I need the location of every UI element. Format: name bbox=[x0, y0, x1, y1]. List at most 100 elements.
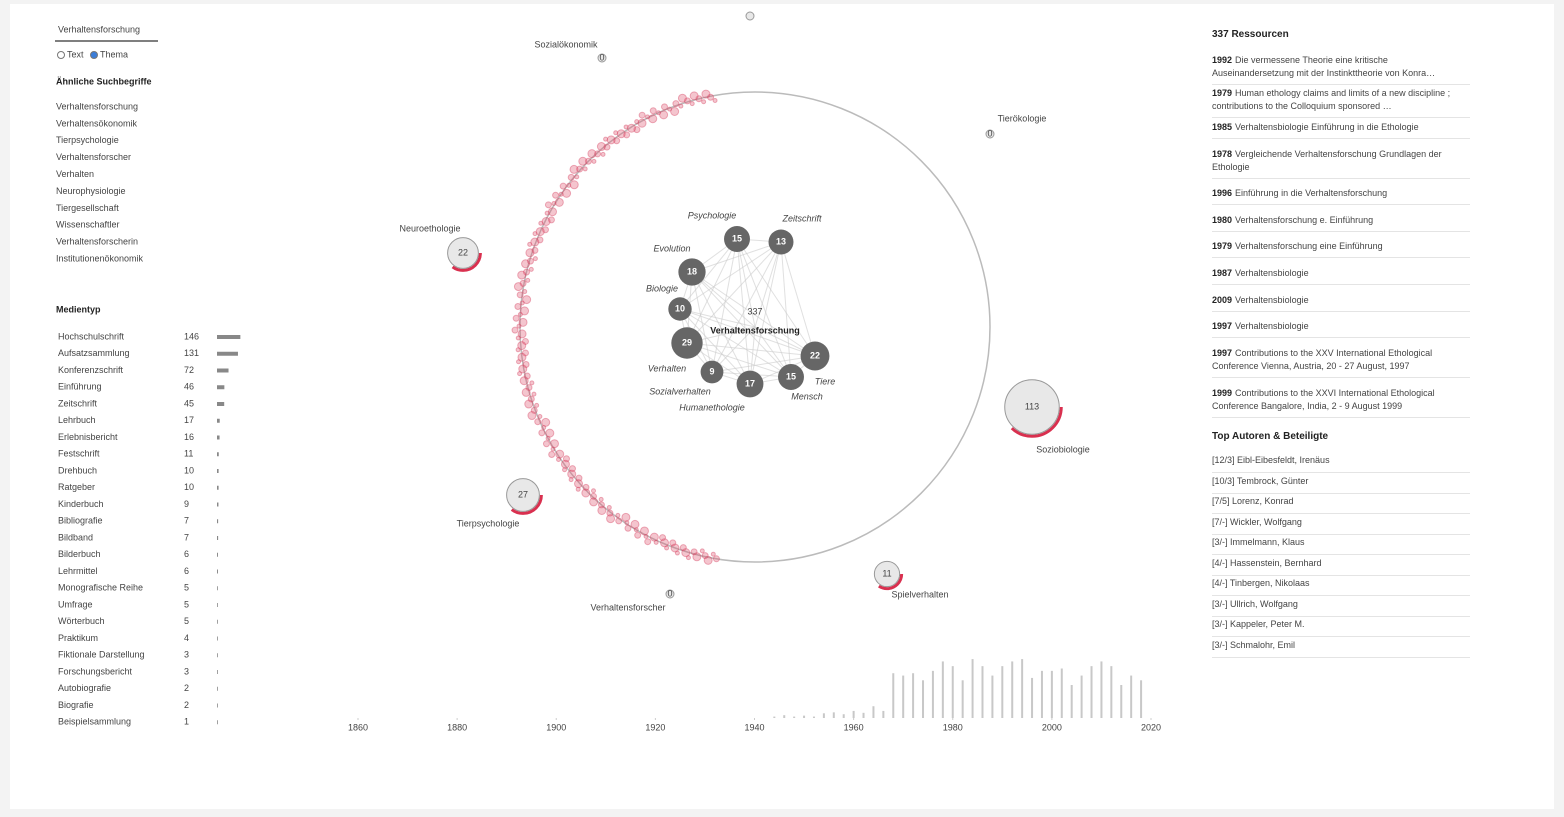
media-name[interactable]: Autobiografie bbox=[58, 683, 111, 693]
topic-label[interactable]: Tierpsychologie bbox=[457, 518, 520, 528]
similar-term[interactable]: Verhaltensökonomik bbox=[56, 118, 138, 128]
author[interactable]: [7/-] Wickler, Wolfgang bbox=[1212, 516, 1470, 535]
media-name[interactable]: Zeitschrift bbox=[58, 398, 98, 408]
similar-term[interactable]: Verhaltensforscherin bbox=[56, 237, 138, 247]
author[interactable]: [3/-] Ullrich, Wolfgang bbox=[1212, 598, 1470, 617]
radio-label[interactable]: Text bbox=[67, 49, 84, 59]
center-count: 337 bbox=[747, 306, 762, 316]
node-label[interactable]: Verhalten bbox=[648, 363, 686, 373]
similar-term[interactable]: Verhaltensforscher bbox=[56, 152, 131, 162]
graph-node[interactable] bbox=[678, 258, 706, 286]
media-name[interactable]: Festschrift bbox=[58, 449, 100, 459]
similar-term[interactable]: Wissenschaftler bbox=[56, 220, 120, 230]
media-name[interactable]: Wörterbuch bbox=[58, 616, 105, 626]
result-item[interactable]: 1996 Einführung in die Verhaltensforschun… bbox=[1212, 187, 1470, 205]
result-year: 2009 bbox=[1212, 295, 1233, 305]
topic-label[interactable]: Soziobiologie bbox=[1036, 444, 1090, 454]
arc-dot bbox=[681, 548, 691, 558]
topic-node[interactable] bbox=[873, 560, 901, 588]
arc-dot bbox=[568, 477, 574, 483]
node-label[interactable]: Mensch bbox=[791, 391, 823, 401]
similar-term[interactable]: Tiergesellschaft bbox=[56, 203, 119, 213]
topic-node[interactable] bbox=[665, 589, 675, 599]
graph-node[interactable] bbox=[671, 327, 703, 359]
media-name[interactable]: Hochschulschrift bbox=[58, 331, 125, 341]
media-name[interactable]: Biografie bbox=[58, 700, 94, 710]
author[interactable]: [3/-] Kappeler, Peter M. bbox=[1212, 618, 1470, 637]
result-item[interactable]: 1999 Contributions to the XXVI Internatio… bbox=[1212, 387, 1470, 418]
media-name[interactable]: Kinderbuch bbox=[58, 499, 104, 509]
media-name[interactable]: Fiktionale Darstellung bbox=[58, 650, 145, 660]
topic-label[interactable]: Verhaltensforscher bbox=[590, 602, 665, 612]
result-item[interactable]: 1987 Verhaltensbiologie bbox=[1212, 267, 1470, 285]
node-label[interactable]: Humanethologie bbox=[679, 402, 745, 412]
topic-label[interactable]: Tierökologie bbox=[998, 113, 1047, 123]
media-name[interactable]: Bibliografie bbox=[58, 516, 103, 526]
node-label[interactable]: Biologie bbox=[646, 283, 678, 293]
radio[interactable] bbox=[90, 51, 98, 59]
result-item[interactable]: 1978 Vergleichende Verhaltensforschung Gr… bbox=[1212, 148, 1470, 179]
graph-node[interactable] bbox=[736, 370, 764, 398]
author[interactable]: [10/3] Tembrock, Günter bbox=[1212, 475, 1470, 494]
result-item[interactable]: 1997 Verhaltensbiologie bbox=[1212, 320, 1470, 338]
media-name[interactable]: Umfrage bbox=[58, 599, 93, 609]
radio[interactable] bbox=[57, 51, 65, 59]
result-item[interactable]: 1985 Verhaltensbiologie Einführung in die… bbox=[1212, 121, 1470, 139]
media-name[interactable]: Bilderbuch bbox=[58, 549, 101, 559]
media-name[interactable]: Einführung bbox=[58, 382, 102, 392]
media-name[interactable]: Drehbuch bbox=[58, 465, 97, 475]
node-label[interactable]: Zeitschrift bbox=[781, 213, 822, 223]
topic-label[interactable]: Sozialökonomik bbox=[534, 39, 598, 49]
search-input[interactable]: Verhaltensforschung bbox=[58, 24, 140, 34]
author[interactable]: [4/-] Tinbergen, Nikolaas bbox=[1212, 577, 1470, 596]
radio-label[interactable]: Thema bbox=[100, 49, 128, 59]
media-name[interactable]: Konferenzschrift bbox=[58, 365, 124, 375]
graph-node[interactable] bbox=[724, 226, 750, 252]
media-name[interactable]: Forschungsbericht bbox=[58, 666, 133, 676]
media-name[interactable]: Bildband bbox=[58, 532, 93, 542]
author[interactable]: [12/3] Eibl-Eibesfeldt, Irenäus bbox=[1212, 454, 1470, 473]
topic-node[interactable] bbox=[985, 129, 995, 139]
media-name[interactable]: Monografische Reihe bbox=[58, 583, 143, 593]
topic-label[interactable]: Spielverhalten bbox=[891, 589, 948, 599]
media-name[interactable]: Erlebnisbericht bbox=[58, 432, 118, 442]
author[interactable]: [3/-] Immelmann, Klaus bbox=[1212, 536, 1470, 555]
x-tick-label: 1860 bbox=[348, 722, 368, 732]
node-label[interactable]: Sozialverhalten bbox=[649, 386, 711, 396]
similar-term[interactable]: Verhaltensforschung bbox=[56, 101, 138, 111]
topic-label[interactable]: Neuroethologie bbox=[399, 223, 460, 233]
media-name[interactable]: Beispielsammlung bbox=[58, 717, 131, 727]
media-name[interactable]: Ratgeber bbox=[58, 482, 95, 492]
topic-node[interactable] bbox=[506, 478, 540, 512]
topic-node[interactable] bbox=[1004, 379, 1060, 435]
media-name[interactable]: Lehrbuch bbox=[58, 415, 96, 425]
topic-node[interactable] bbox=[447, 237, 479, 269]
topic-node[interactable] bbox=[597, 53, 607, 63]
similar-term[interactable]: Verhalten bbox=[56, 169, 94, 179]
result-item[interactable]: 2009 Verhaltensbiologie bbox=[1212, 294, 1470, 312]
media-name[interactable]: Lehrmittel bbox=[58, 566, 98, 576]
similar-term[interactable]: Institutionenökonomik bbox=[56, 253, 144, 263]
result-item[interactable]: 1980 Verhaltensforschung e. Einführung bbox=[1212, 214, 1470, 232]
similar-term[interactable]: Tierpsychologie bbox=[56, 135, 119, 145]
graph-node[interactable] bbox=[668, 297, 692, 321]
result-item[interactable]: 1997 Contributions to the XXV Internation… bbox=[1212, 347, 1470, 378]
node-label[interactable]: Psychologie bbox=[688, 210, 737, 220]
media-name[interactable]: Praktikum bbox=[58, 633, 98, 643]
similar-term[interactable]: Neurophysiologie bbox=[56, 186, 126, 196]
author[interactable]: [7/5] Lorenz, Konrad bbox=[1212, 495, 1470, 514]
media-name[interactable]: Aufsatzsammlung bbox=[58, 348, 130, 358]
result-item[interactable]: 1992 Die vermessene Theorie eine kritisch… bbox=[1212, 54, 1470, 85]
graph-node[interactable] bbox=[800, 341, 830, 371]
graph-node[interactable] bbox=[700, 360, 724, 384]
graph-node[interactable] bbox=[778, 364, 804, 390]
author[interactable]: [4/-] Hassenstein, Bernhard bbox=[1212, 557, 1470, 576]
node-label[interactable]: Evolution bbox=[653, 243, 690, 253]
result-item[interactable]: 1979 Human ethology claims and limits of … bbox=[1212, 87, 1470, 118]
author[interactable]: [3/-] Schmalohr, Emil bbox=[1212, 639, 1470, 658]
center-label[interactable]: Verhaltensforschung bbox=[710, 325, 800, 335]
arc-dot bbox=[562, 455, 570, 463]
result-item[interactable]: 1979 Verhaltensforschung eine Einführung bbox=[1212, 240, 1470, 258]
graph-node[interactable] bbox=[768, 229, 794, 255]
node-label[interactable]: Tiere bbox=[815, 376, 835, 386]
